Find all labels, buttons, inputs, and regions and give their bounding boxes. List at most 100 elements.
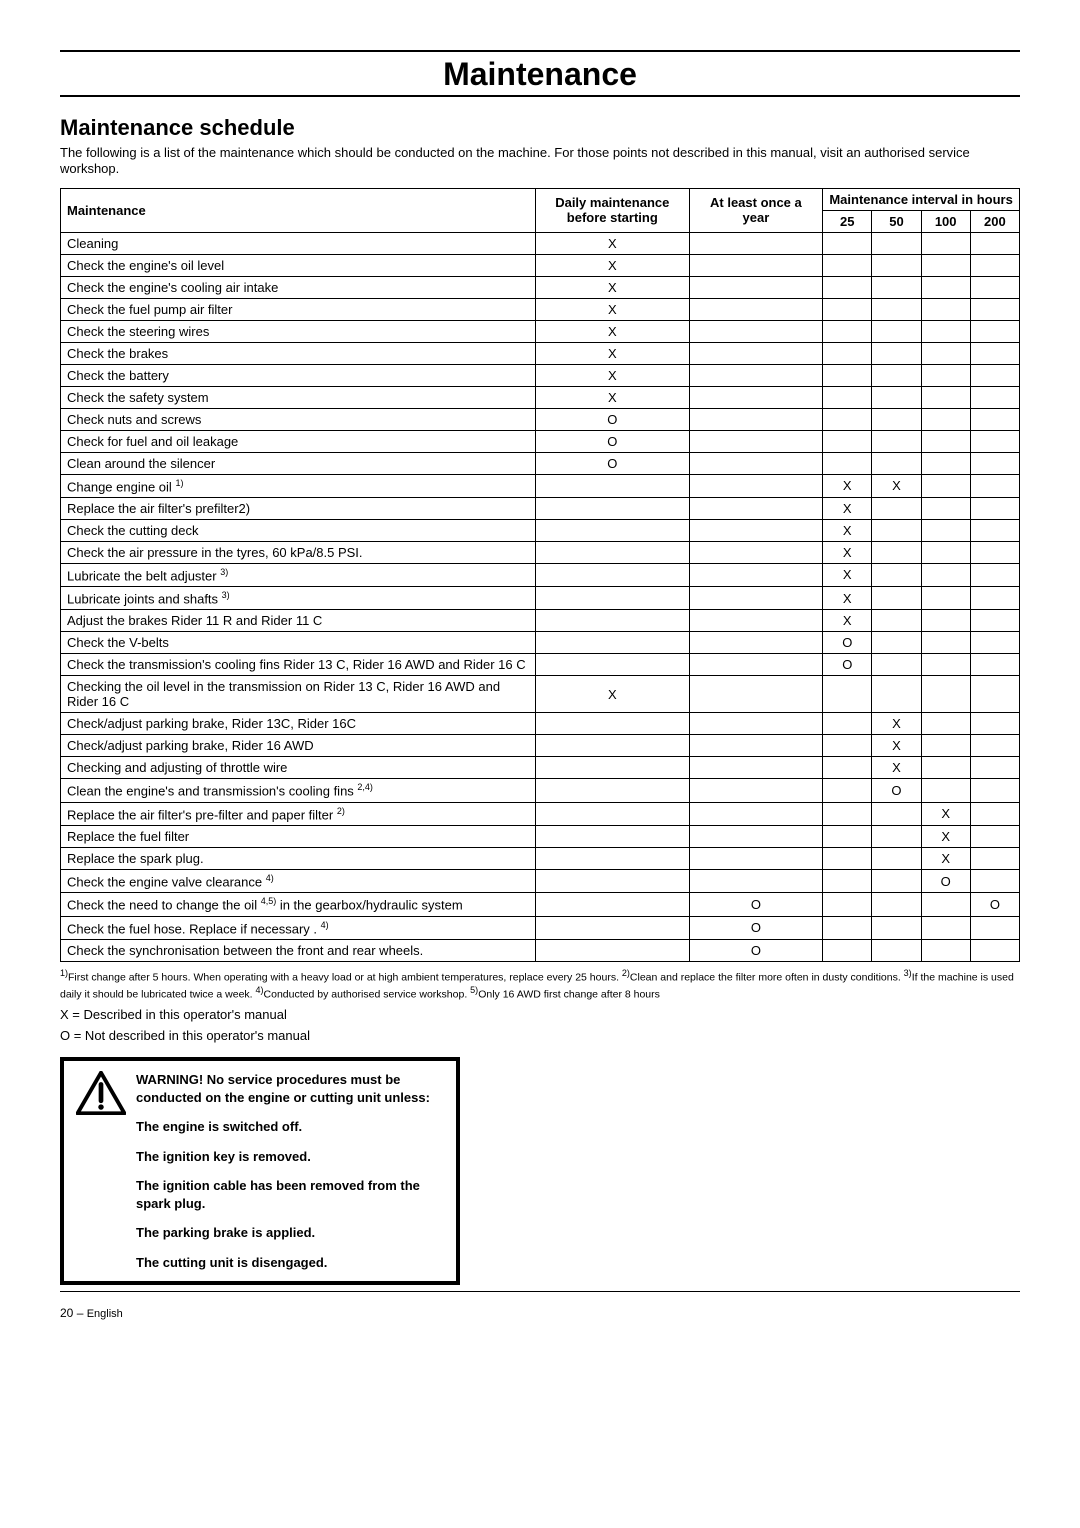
cell-yearly (689, 364, 823, 386)
header-200: 200 (970, 210, 1019, 232)
cell-yearly (689, 320, 823, 342)
cell-h50 (872, 364, 921, 386)
cell-yearly (689, 713, 823, 735)
cell-h100 (921, 342, 970, 364)
under-rule (60, 95, 1020, 97)
cell-h50 (872, 940, 921, 962)
cell-h25 (823, 870, 872, 893)
table-body: CleaningXCheck the engine's oil levelXCh… (61, 232, 1020, 962)
cell-h50 (872, 254, 921, 276)
cell-h50 (872, 232, 921, 254)
fn-sup-2: 2) (622, 968, 630, 978)
cell-daily (535, 757, 689, 779)
table-row: Replace the air filter's prefilter2)X (61, 497, 1020, 519)
table-row: Check the cutting deckX (61, 519, 1020, 541)
cell-h25 (823, 430, 872, 452)
cell-h100 (921, 940, 970, 962)
cell-h25 (823, 320, 872, 342)
cell-h50 (872, 654, 921, 676)
cell-h25 (823, 408, 872, 430)
cell-daily (535, 916, 689, 939)
cell-h25 (823, 676, 872, 713)
cell-h100 (921, 452, 970, 474)
warning-line-2: The ignition key is removed. (136, 1148, 444, 1166)
warning-line-3: The ignition cable has been removed from… (136, 1177, 444, 1212)
cell-h100 (921, 254, 970, 276)
header-yearly: At least once a year (689, 188, 823, 232)
cell-daily: O (535, 408, 689, 430)
cell-task: Check/adjust parking brake, Rider 16 AWD (61, 735, 536, 757)
cell-h200 (970, 587, 1019, 610)
cell-yearly (689, 632, 823, 654)
cell-yearly (689, 826, 823, 848)
cell-daily (535, 848, 689, 870)
cell-h50 (872, 320, 921, 342)
table-row: Check the air pressure in the tyres, 60 … (61, 541, 1020, 563)
cell-yearly (689, 232, 823, 254)
cell-h100 (921, 541, 970, 563)
table-row: Lubricate joints and shafts 3)X (61, 587, 1020, 610)
cell-h25: X (823, 610, 872, 632)
footnotes: 1)First change after 5 hours. When opera… (60, 968, 1020, 1001)
warning-line-1: The engine is switched off. (136, 1118, 444, 1136)
cell-yearly (689, 474, 823, 497)
cell-h200 (970, 735, 1019, 757)
cell-yearly (689, 587, 823, 610)
cell-h200 (970, 342, 1019, 364)
cell-daily (535, 826, 689, 848)
cell-h200 (970, 654, 1019, 676)
cell-task: Check the engine valve clearance 4) (61, 870, 536, 893)
cell-h25: X (823, 541, 872, 563)
cell-h200 (970, 276, 1019, 298)
table-row: Check the safety systemX (61, 386, 1020, 408)
cell-task: Clean the engine's and transmission's co… (61, 779, 536, 802)
cell-yearly (689, 497, 823, 519)
cell-h25 (823, 779, 872, 802)
cell-yearly: O (689, 893, 823, 916)
cell-task: Lubricate the belt adjuster 3) (61, 563, 536, 586)
cell-task: Check the fuel pump air filter (61, 298, 536, 320)
table-row: Check the brakesX (61, 342, 1020, 364)
warning-icon (76, 1071, 126, 1120)
maintenance-table: Maintenance Daily maintenance before sta… (60, 188, 1020, 963)
cell-h100 (921, 320, 970, 342)
cell-h100 (921, 519, 970, 541)
cell-daily: X (535, 298, 689, 320)
cell-h100 (921, 276, 970, 298)
cell-yearly: O (689, 940, 823, 962)
cell-daily (535, 563, 689, 586)
table-row: CleaningX (61, 232, 1020, 254)
cell-h50 (872, 519, 921, 541)
cell-h200 (970, 408, 1019, 430)
cell-h200 (970, 519, 1019, 541)
cell-h200 (970, 430, 1019, 452)
intro-text: The following is a list of the maintenan… (60, 145, 1020, 178)
table-row: Check the fuel hose. Replace if necessar… (61, 916, 1020, 939)
cell-h200 (970, 940, 1019, 962)
cell-task: Change engine oil 1) (61, 474, 536, 497)
cell-h50 (872, 497, 921, 519)
cell-daily (535, 587, 689, 610)
cell-h50 (872, 430, 921, 452)
cell-h50 (872, 826, 921, 848)
header-interval: Maintenance interval in hours (823, 188, 1020, 210)
cell-task: Check the engine's cooling air intake (61, 276, 536, 298)
cell-h200 (970, 757, 1019, 779)
cell-yearly (689, 654, 823, 676)
cell-task: Check the transmission's cooling fins Ri… (61, 654, 536, 676)
cell-h25 (823, 893, 872, 916)
cell-h25 (823, 826, 872, 848)
cell-h100 (921, 893, 970, 916)
page-number: 20 (60, 1306, 73, 1320)
cell-h200 (970, 713, 1019, 735)
table-row: Check the need to change the oil 4,5) in… (61, 893, 1020, 916)
cell-task: Check the need to change the oil 4,5) in… (61, 893, 536, 916)
cell-h50: O (872, 779, 921, 802)
cell-daily (535, 610, 689, 632)
fn-sup-3: 3) (904, 968, 912, 978)
cell-yearly (689, 386, 823, 408)
cell-yearly (689, 870, 823, 893)
table-row: Check the transmission's cooling fins Ri… (61, 654, 1020, 676)
cell-daily (535, 893, 689, 916)
cell-h25: X (823, 497, 872, 519)
